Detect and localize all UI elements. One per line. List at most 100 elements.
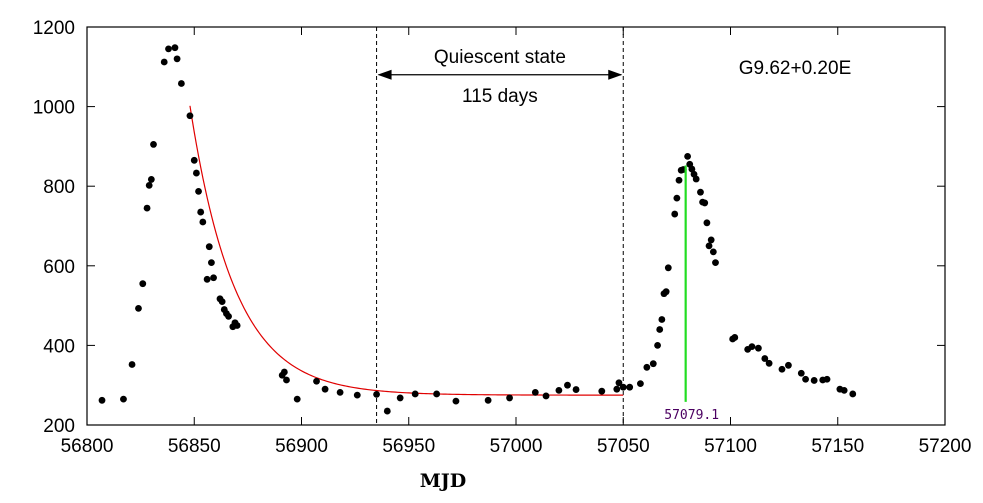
data-point bbox=[336, 388, 344, 396]
source-label: G9.62+0.20E bbox=[739, 58, 852, 79]
duration-label: 115 days bbox=[462, 86, 538, 107]
x-tick-label: 56950 bbox=[382, 436, 435, 457]
data-point bbox=[778, 365, 786, 373]
data-point bbox=[150, 141, 157, 148]
data-point bbox=[615, 379, 623, 387]
data-point bbox=[654, 342, 661, 349]
data-point bbox=[484, 396, 492, 404]
data-point bbox=[823, 375, 831, 383]
data-point bbox=[675, 176, 683, 184]
data-point bbox=[731, 334, 739, 341]
data-point bbox=[656, 326, 664, 333]
y-tick-label: 200 bbox=[43, 416, 75, 437]
y-tick-labels: 200 400 600 800 1000 1200 bbox=[33, 18, 75, 437]
data-point bbox=[173, 55, 181, 63]
x-tick-labels: 56800 56850 56900 56950 57000 57050 57100 57150… bbox=[61, 436, 972, 457]
y-tick-label: 800 bbox=[43, 177, 75, 198]
data-point bbox=[673, 194, 681, 202]
x-tick-label: 57100 bbox=[704, 436, 757, 457]
data-point bbox=[684, 152, 691, 160]
quiescent-label: Quiescent state bbox=[434, 47, 566, 68]
data-point bbox=[555, 386, 563, 394]
data-point bbox=[658, 316, 666, 323]
data-point bbox=[293, 395, 301, 403]
data-point bbox=[313, 377, 320, 385]
data-point bbox=[662, 288, 670, 296]
data-point bbox=[160, 58, 168, 66]
data-point bbox=[128, 361, 136, 368]
data-point bbox=[761, 355, 769, 362]
y-tick-label: 400 bbox=[43, 336, 75, 357]
data-point bbox=[810, 377, 818, 384]
data-point bbox=[165, 45, 172, 53]
x-axis-label: MJD bbox=[420, 470, 467, 492]
peak-marker-label: 57079.1 bbox=[664, 408, 719, 423]
data-point bbox=[598, 387, 606, 395]
data-point bbox=[186, 112, 194, 120]
data-point bbox=[613, 385, 621, 393]
data-point bbox=[171, 44, 179, 52]
data-point bbox=[643, 363, 651, 371]
data-point bbox=[225, 312, 232, 320]
data-point bbox=[748, 343, 756, 350]
data-points bbox=[98, 44, 857, 415]
data-point bbox=[203, 275, 211, 283]
data-point bbox=[564, 381, 571, 389]
data-point bbox=[703, 219, 711, 227]
x-tick-label: 57200 bbox=[919, 436, 972, 457]
y-tick-label: 1000 bbox=[33, 98, 75, 119]
data-point bbox=[572, 386, 580, 393]
data-point bbox=[190, 156, 198, 164]
data-point bbox=[637, 380, 644, 388]
data-point bbox=[452, 397, 460, 405]
data-point bbox=[195, 187, 202, 195]
data-point bbox=[697, 188, 704, 196]
data-point bbox=[712, 259, 719, 267]
data-point bbox=[542, 392, 550, 400]
y-tick-label: 1200 bbox=[33, 18, 75, 39]
data-point bbox=[218, 298, 226, 306]
quiescent-boundaries bbox=[376, 27, 624, 425]
data-point bbox=[233, 322, 241, 329]
data-point bbox=[626, 383, 634, 391]
data-point bbox=[688, 165, 696, 173]
x-tick-label: 56900 bbox=[275, 436, 328, 457]
data-point bbox=[199, 218, 207, 226]
data-point bbox=[840, 386, 848, 394]
data-point bbox=[177, 80, 185, 87]
data-point bbox=[396, 394, 404, 402]
x-tick-label: 56800 bbox=[61, 436, 114, 457]
x-tick-label: 57150 bbox=[811, 436, 864, 457]
data-point bbox=[139, 280, 147, 288]
data-point bbox=[765, 359, 773, 367]
data-point bbox=[433, 390, 441, 398]
arrow-head-left bbox=[377, 69, 392, 80]
data-point bbox=[373, 390, 380, 398]
data-point bbox=[283, 376, 290, 384]
data-point bbox=[785, 361, 792, 369]
data-point bbox=[145, 182, 153, 189]
data-point bbox=[280, 368, 288, 376]
arrow-head-right bbox=[608, 69, 623, 80]
data-point bbox=[709, 248, 717, 256]
x-tick-label: 57000 bbox=[490, 436, 543, 457]
data-point bbox=[754, 344, 762, 352]
x-tick-label: 57050 bbox=[597, 436, 650, 457]
data-point bbox=[210, 274, 217, 282]
quiescent-arrow bbox=[377, 69, 623, 80]
data-point bbox=[411, 390, 419, 398]
data-point bbox=[120, 395, 127, 403]
data-point bbox=[664, 264, 672, 272]
data-point bbox=[143, 204, 151, 212]
data-point bbox=[321, 385, 329, 393]
data-point bbox=[802, 375, 809, 383]
data-point bbox=[208, 259, 215, 267]
x-tick-label: 56850 bbox=[168, 436, 221, 457]
data-point bbox=[353, 391, 361, 399]
data-point bbox=[671, 210, 679, 218]
data-point bbox=[147, 176, 155, 183]
y-tick-label: 600 bbox=[43, 257, 75, 278]
data-point bbox=[797, 369, 805, 377]
data-point bbox=[197, 208, 205, 216]
